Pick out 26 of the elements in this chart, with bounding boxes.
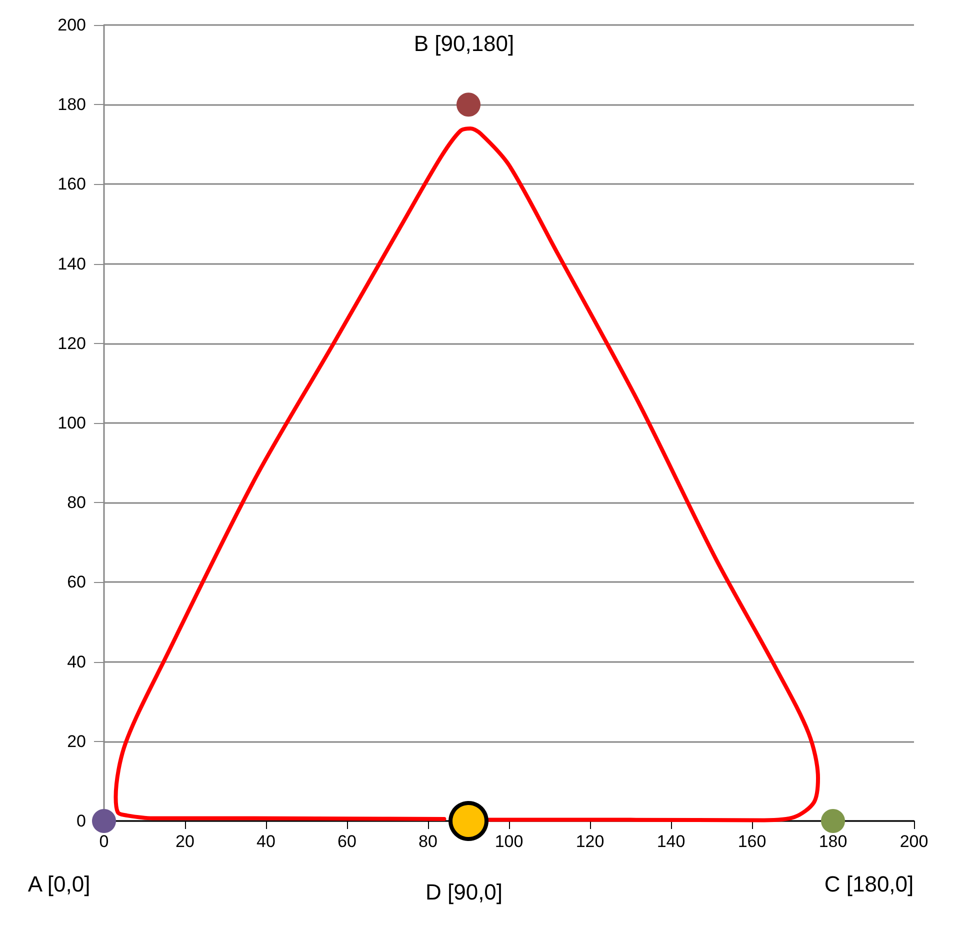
y-tick-label: 40 (67, 652, 86, 672)
y-tick-label: 80 (67, 493, 86, 512)
y-tick-label: 120 (58, 334, 86, 353)
y-tick-label: 200 (58, 16, 86, 34)
x-tick-label: 80 (418, 832, 438, 851)
x-tick-label: 120 (576, 832, 604, 851)
x-tick-label: 160 (738, 832, 766, 851)
y-tick-label: 100 (58, 414, 86, 432)
text: D [90,0] (425, 880, 503, 904)
y-tick-label: 0 (76, 812, 86, 830)
text: B [90,180] (414, 31, 514, 56)
x-tick-label: 60 (338, 832, 356, 851)
series-label: A [0,0] (28, 872, 90, 896)
y-tick-label: 60 (67, 572, 86, 592)
x-tick-label: 20 (176, 832, 194, 851)
x-tick-label: 0 (99, 832, 109, 851)
x-tick-label: 180 (818, 832, 848, 851)
series-label: C [180,0] (824, 872, 914, 896)
x-tick-label: 40 (256, 832, 276, 851)
x-tick-label: 140 (656, 832, 686, 851)
x-tick-label: 100 (494, 832, 524, 851)
y-tick-label: 180 (58, 95, 86, 114)
y-tick-label: 160 (58, 174, 86, 194)
y-tick-label: 140 (58, 254, 86, 274)
y-tick-label: 20 (67, 732, 86, 751)
x-tick-label: 200 (900, 832, 928, 851)
